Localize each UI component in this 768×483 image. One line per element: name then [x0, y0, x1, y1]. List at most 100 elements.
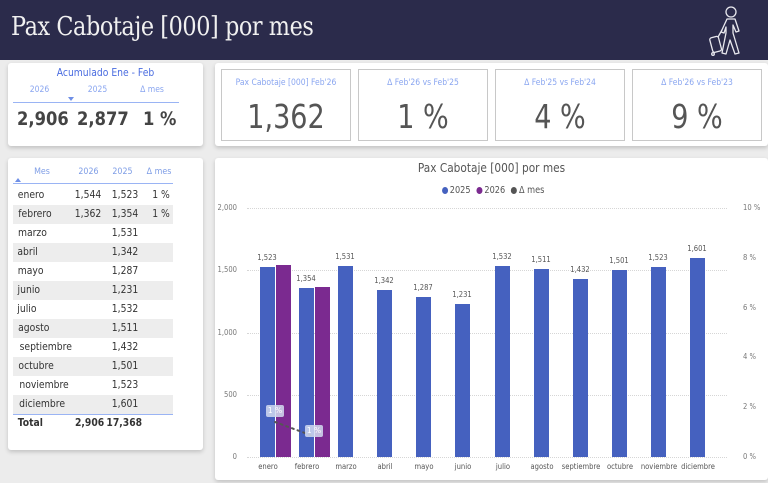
delta-line: [274, 421, 314, 437]
bar-2025-octubre[interactable]: [612, 270, 627, 457]
bar-label: 1,511: [531, 255, 551, 264]
kpi-label: Δ Feb'26 vs Feb'25: [387, 78, 459, 88]
kpi-value: 1 %: [397, 97, 449, 136]
y-right-tick: 8 %: [743, 253, 756, 262]
bar-2026-febrero[interactable]: [315, 287, 330, 457]
legend-delta[interactable]: Δ mes: [518, 185, 545, 196]
table-row[interactable]: diciembre 1,601: [13, 395, 173, 414]
cell-mes: enero: [17, 189, 45, 201]
bar-2025-febrero[interactable]: [299, 288, 314, 457]
kpi-label: Δ Feb'26 vs Feb'23: [661, 78, 733, 88]
total-label: Total: [17, 417, 43, 429]
x-label: octubre: [606, 462, 634, 471]
y-left-tick: 2,000: [217, 203, 237, 212]
bar-label: 1,601: [687, 244, 707, 253]
bar-2025-agosto[interactable]: [534, 269, 549, 457]
legend-2026[interactable]: 2026: [484, 185, 506, 196]
bar-2025-septiembre[interactable]: [573, 279, 588, 457]
cell-mes: noviembre: [19, 379, 69, 391]
acumulado-col-2026[interactable]: 2026: [29, 85, 50, 95]
x-label: marzo: [335, 462, 357, 471]
col-header-delta[interactable]: Δ mes: [146, 167, 172, 177]
col-header-mes[interactable]: Mes: [34, 167, 50, 177]
y-left-tick: 1,500: [217, 265, 237, 274]
table-row[interactable]: abril 1,342: [13, 243, 173, 262]
col-header-2025[interactable]: 2025: [112, 167, 133, 177]
table-row[interactable]: noviembre 1,523: [13, 376, 173, 395]
bar-2025-diciembre[interactable]: [690, 258, 705, 457]
table-row[interactable]: marzo 1,531: [13, 224, 173, 243]
acumulado-col-delta[interactable]: Δ mes: [140, 85, 164, 95]
table-row[interactable]: enero 1,544 1,523 1 %: [13, 186, 173, 205]
cell-mes: febrero: [18, 208, 52, 220]
x-label: enero: [258, 462, 278, 471]
table-total-row: Total 2,906 17,368: [13, 414, 173, 433]
col-header-2026[interactable]: 2026: [78, 167, 99, 177]
x-label: noviembre: [640, 462, 678, 471]
cell-2025: 1,523: [111, 189, 139, 201]
table-row[interactable]: junio 1,231: [13, 281, 173, 300]
kpi-value: 4 %: [534, 97, 586, 136]
delta-label-enero: 1 %: [266, 405, 284, 417]
bar-2025-noviembre[interactable]: [651, 267, 666, 457]
y-right-tick: 4 %: [743, 352, 756, 361]
table-row[interactable]: julio 1,532: [13, 300, 173, 319]
acumulado-card: Acumulado Ene - Feb 2026 2025 Δ mes 2,90…: [8, 63, 203, 146]
y-left-tick: 0: [232, 452, 237, 461]
bar-2025-julio[interactable]: [495, 266, 510, 457]
table-row[interactable]: febrero 1,362 1,354 1 %: [13, 205, 173, 224]
kpi-label: Δ Feb'25 vs Feb'24: [524, 78, 596, 88]
kpi-card-feb26-vs-feb25: Δ Feb'26 vs Feb'25 1 %: [358, 69, 488, 141]
x-label: febrero: [294, 462, 320, 471]
cell-2025: 1,532: [111, 303, 139, 315]
table-row[interactable]: septiembre 1,432: [13, 338, 173, 357]
report-header: Pax Cabotaje [000] por mes: [0, 0, 768, 60]
acumulado-value-2025: 2,877: [77, 108, 129, 130]
delta-label-febrero: 1 %: [305, 425, 323, 437]
sort-desc-icon[interactable]: [68, 97, 74, 101]
kpi-strip: Pax Cabotaje [000] Feb'26 1,362 Δ Feb'26…: [215, 63, 768, 146]
bar-2025-marzo[interactable]: [338, 266, 353, 457]
cell-2026: 1,544: [74, 189, 102, 201]
bar-label: 1,501: [609, 256, 629, 265]
x-label: agosto: [530, 462, 554, 471]
legend-delta-marker: [511, 187, 518, 194]
table-row[interactable]: octubre 1,501: [13, 357, 173, 376]
bar-2025-junio[interactable]: [455, 304, 470, 457]
total-2026: 2,906: [74, 417, 105, 429]
gridline: [247, 395, 727, 396]
table-header: Mes 2026 2025 Δ mes: [13, 164, 173, 183]
cell-delta: 1 %: [152, 208, 170, 220]
acumulado-col-2025[interactable]: 2025: [87, 85, 108, 95]
cell-mes: agosto: [18, 322, 50, 334]
gridline: [247, 208, 727, 209]
chart-title: Pax Cabotaje [000] por mes: [417, 161, 566, 175]
cell-2025: 1,432: [111, 341, 139, 353]
monthly-bar-chart: Pax Cabotaje [000] por mes 2025 2026 Δ m…: [215, 158, 768, 480]
cell-delta: 1 %: [152, 189, 170, 201]
table-row[interactable]: mayo 1,287: [13, 262, 173, 281]
total-2025: 17,368: [106, 417, 143, 429]
gridline: [247, 333, 727, 334]
y-left-tick: 1,000: [217, 328, 237, 337]
table-row[interactable]: agosto 1,511: [13, 319, 173, 338]
cell-2025: 1,531: [111, 227, 139, 239]
bar-2025-abril[interactable]: [377, 290, 392, 457]
cell-2025: 1,523: [111, 379, 139, 391]
bar-label: 1,342: [374, 276, 394, 285]
acumulado-value-2026: 2,906: [17, 108, 69, 130]
cell-2025: 1,231: [111, 284, 139, 296]
acumulado-title: Acumulado Ene - Feb: [56, 67, 155, 79]
cell-mes: octubre: [18, 360, 54, 372]
legend-2025[interactable]: 2025: [449, 185, 471, 196]
bar-label: 1,287: [413, 283, 433, 292]
y-right-tick: 2 %: [743, 402, 756, 411]
cell-2025: 1,354: [111, 208, 139, 220]
header-divider: [13, 183, 173, 184]
cell-2025: 1,287: [111, 265, 139, 277]
total-divider: [13, 414, 173, 415]
sort-asc-icon[interactable]: [15, 178, 21, 182]
kpi-card-feb26-vs-feb23: Δ Feb'26 vs Feb'23 9 %: [632, 69, 762, 141]
y-left-tick: 500: [224, 390, 237, 399]
bar-2025-mayo[interactable]: [416, 297, 431, 457]
